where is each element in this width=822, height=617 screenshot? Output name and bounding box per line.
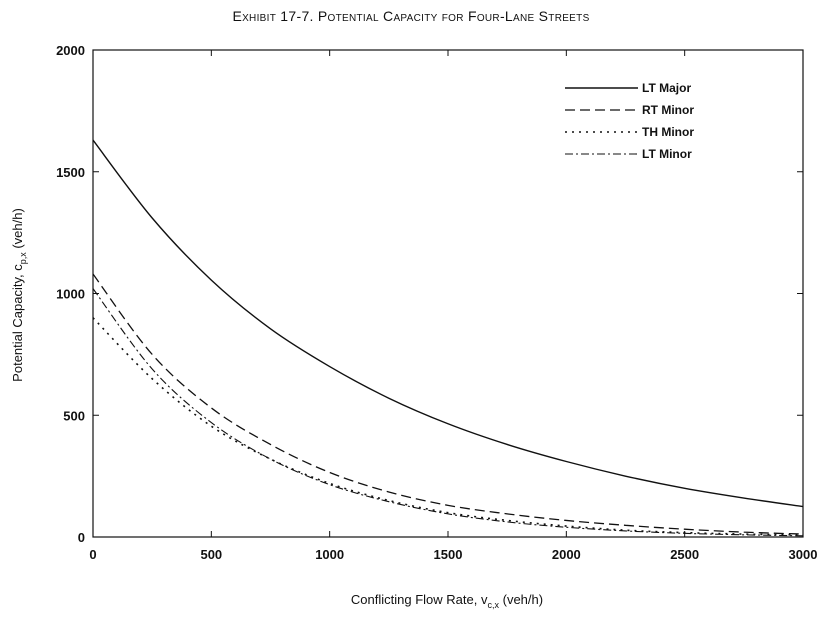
series-line-th-minor — [92, 317, 804, 536]
series-line-lt-minor — [92, 288, 804, 537]
x-axis-label-subscript: c,x — [487, 600, 499, 610]
y-tick-label: 1500 — [56, 165, 85, 180]
x-axis-label: Conflicting Flow Rate, vc,x (veh/h) — [351, 592, 543, 610]
y-tick-label: 500 — [63, 408, 85, 423]
x-tick-label: 1000 — [315, 547, 344, 562]
legend-label-lt-minor: LT Minor — [642, 147, 692, 161]
legend-label-rt-minor: RT Minor — [642, 103, 694, 117]
legend-label-lt-major: LT Major — [642, 81, 691, 95]
chart-title: Exhibit 17-7. Potential Capacity for Fou… — [232, 8, 590, 24]
y-tick-label: 2000 — [56, 43, 85, 58]
y-axis-label-unit: (veh/h) — [10, 208, 25, 252]
x-tick-label: 500 — [200, 547, 222, 562]
plot-frame — [92, 49, 804, 538]
x-axis-label-unit: (veh/h) — [499, 592, 543, 607]
y-tick-label: 1000 — [56, 287, 85, 302]
x-tick-label: 1500 — [434, 547, 463, 562]
series-line-lt-major — [92, 139, 804, 508]
legend: LT Major RT Minor TH Minor LT Minor — [565, 81, 694, 161]
x-tick-label: 2500 — [670, 547, 699, 562]
series-line-rt-minor — [92, 273, 804, 535]
y-axis-label-subscript: p,x — [18, 252, 28, 265]
y-axis-ticks: 0 500 1000 1500 2000 — [56, 43, 803, 545]
plot-border — [92, 49, 804, 538]
series-lines — [92, 139, 804, 537]
y-axis-label: Potential Capacity, cp,x (veh/h) — [10, 208, 28, 382]
legend-label-th-minor: TH Minor — [642, 125, 694, 139]
y-axis-label-text: Potential Capacity, c — [10, 264, 25, 382]
x-tick-label: 0 — [89, 547, 96, 562]
x-axis-ticks: 0 500 1000 1500 2000 2500 3000 — [89, 50, 817, 562]
y-tick-label: 0 — [78, 530, 85, 545]
x-tick-label: 2000 — [552, 547, 581, 562]
x-axis-label-text: Conflicting Flow Rate, v — [351, 592, 488, 607]
x-tick-label: 3000 — [789, 547, 818, 562]
